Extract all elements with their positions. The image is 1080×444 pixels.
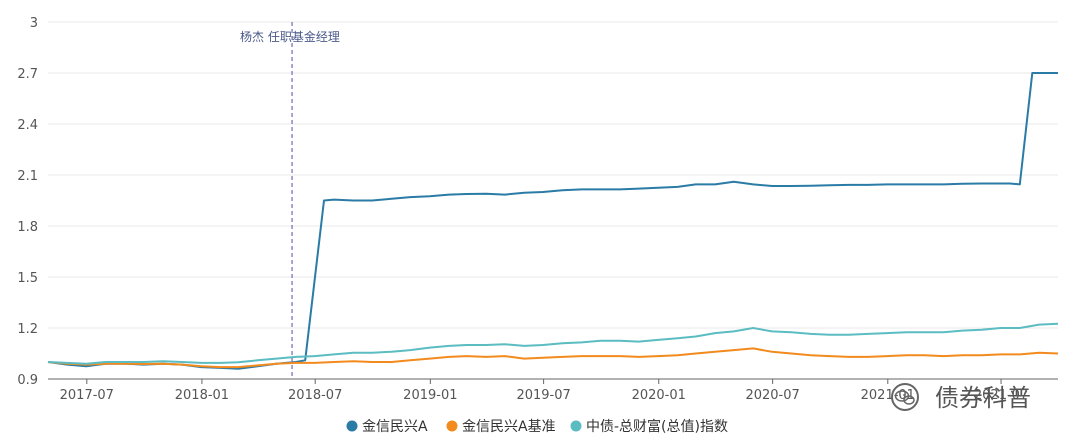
legend-marker xyxy=(570,420,582,432)
x-axis: 2017-07 2018-01 2018-07 2019-01 2019-07 2020-… xyxy=(48,378,1058,403)
watermark: 债券科普 xyxy=(891,383,1031,412)
y-tick-label: 2.1 xyxy=(17,169,38,184)
x-tick-label: 2020-07 xyxy=(745,388,799,403)
annotation: 杨杰 任职基金经理 xyxy=(240,22,340,379)
legend-marker xyxy=(446,420,458,432)
x-tick-label: 2019-01 xyxy=(403,388,457,403)
legend-label: 中债-总财富(总值)指数 xyxy=(586,418,728,435)
x-tick-label: 2021-07 xyxy=(974,388,1028,403)
x-tick-label: 2017-07 xyxy=(60,388,114,403)
legend-marker xyxy=(346,420,358,432)
y-tick-label: 0.9 xyxy=(17,373,38,388)
series-line xyxy=(47,347,1059,369)
wechat-icon xyxy=(891,383,919,411)
y-tick-label: 3 xyxy=(30,16,38,31)
legend-label: 金信民兴A基准 xyxy=(462,418,556,435)
legend-item[interactable]: 金信民兴A基准 xyxy=(446,418,556,435)
legend[interactable]: 金信民兴A 金信民兴A基准 中债-总财富(总值)指数 xyxy=(346,418,728,435)
y-tick-label: 1.5 xyxy=(17,271,38,286)
y-tick-label: 2.7 xyxy=(17,67,38,82)
watermark-text: 债券科普 xyxy=(935,384,1031,412)
y-tick-label: 1.8 xyxy=(17,220,38,235)
x-tick-label: 2018-01 xyxy=(175,388,229,403)
y-tick-label: 1.2 xyxy=(17,322,38,337)
x-tick-label: 2018-07 xyxy=(288,388,342,403)
legend-item[interactable]: 中债-总财富(总值)指数 xyxy=(570,418,728,435)
grid-lines xyxy=(48,21,1058,380)
y-axis-tick-labels: 0.9 1.2 1.5 1.8 2.1 2.4 2.7 3 xyxy=(17,16,38,388)
annotation-label: 杨杰 任职基金经理 xyxy=(240,29,340,44)
series-line xyxy=(47,322,1059,365)
legend-item[interactable]: 金信民兴A xyxy=(346,419,428,435)
series-lines xyxy=(47,72,1059,370)
series-line xyxy=(47,72,1058,370)
x-tick-label: 2021-01 xyxy=(861,388,915,403)
legend-label: 金信民兴A xyxy=(362,419,428,435)
y-tick-label: 2.4 xyxy=(17,118,38,133)
x-tick-label: 2019-07 xyxy=(516,388,570,403)
x-tick-label: 2020-01 xyxy=(632,388,686,403)
